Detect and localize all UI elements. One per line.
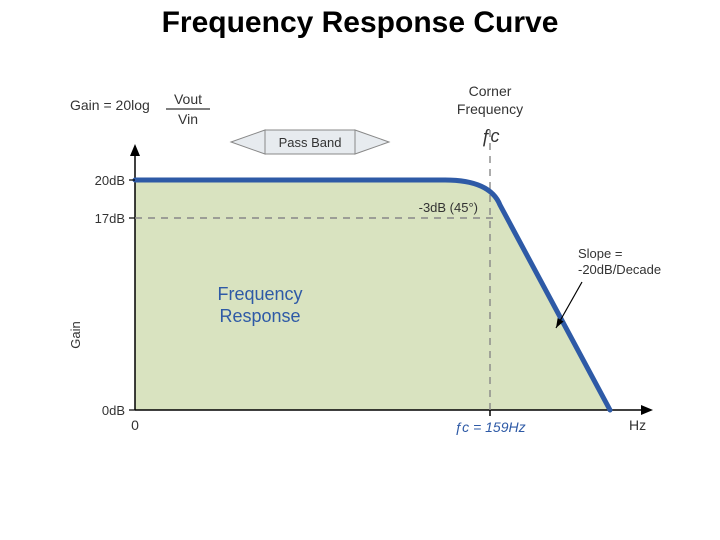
x-end-label: Hz <box>629 417 646 433</box>
svg-text:Pass Band: Pass Band <box>279 135 342 150</box>
svg-text:Slope =: Slope = <box>578 246 622 261</box>
neg3db-label: -3dB (45°) <box>419 200 478 215</box>
x-axis-arrow <box>641 405 653 415</box>
y-axis-arrow <box>130 144 140 156</box>
gain-formula: Gain = 20log Vout Vin <box>70 91 210 127</box>
gain-axis-label: Gain <box>68 321 83 348</box>
diagram: 20dB 17dB 0dB 0 Hz ƒc = 159Hz Gain Gain = … <box>0 0 720 540</box>
svg-text:Frequency: Frequency <box>457 101 523 117</box>
y-tick-label: 0dB <box>102 403 125 418</box>
svg-text:Vout: Vout <box>174 91 202 107</box>
svg-text:Corner: Corner <box>469 83 512 99</box>
fc-tick-label: ƒc = 159Hz <box>454 419 525 435</box>
svg-text:ƒc: ƒc <box>480 126 499 146</box>
x-origin-label: 0 <box>131 417 139 433</box>
corner-frequency-label: Corner Frequency ƒc <box>457 83 523 146</box>
svg-text:Frequency: Frequency <box>217 284 302 304</box>
svg-text:Response: Response <box>219 306 300 326</box>
y-tick-label: 20dB <box>95 173 125 188</box>
svg-text:Vin: Vin <box>178 111 198 127</box>
fill-region <box>135 180 610 410</box>
slope-label: Slope = -20dB/Decade <box>556 246 661 328</box>
svg-text:Gain = 20log: Gain = 20log <box>70 97 150 113</box>
passband-arrow: Pass Band <box>231 130 389 154</box>
y-tick-label: 17dB <box>95 211 125 226</box>
svg-text:-20dB/Decade: -20dB/Decade <box>578 262 661 277</box>
